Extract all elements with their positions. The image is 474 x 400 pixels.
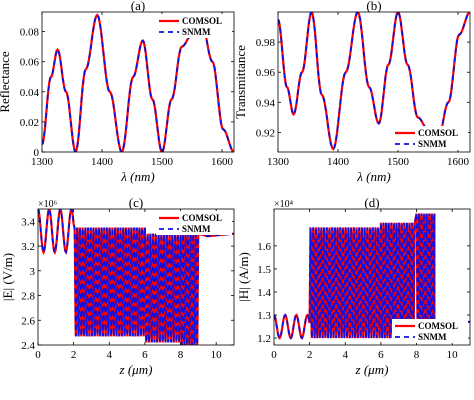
x-tick-label: 6	[142, 349, 148, 361]
x-tick-label: 1500	[387, 156, 410, 168]
y-tick-label: 0.94	[256, 97, 276, 109]
legend-box	[156, 14, 232, 38]
legend-snmm-label: SNMM	[182, 224, 211, 234]
x-tick-label: 10	[211, 349, 223, 361]
panel-title: (d)	[364, 195, 379, 210]
y-tick-label: 1.5	[257, 264, 271, 276]
legend-comsol-label: COMSOL	[418, 321, 458, 331]
x-tick-label: 1400	[91, 156, 114, 168]
x-tick-label: 6	[378, 349, 384, 361]
legend-box	[392, 126, 468, 150]
panel-2: 0 2 4 6 8 10 2.4 2.6 2.8 3 3.2 3.4 (c) z (μm) |E| (V/m…	[0, 195, 235, 377]
x-tick-label: 0	[271, 349, 277, 361]
x-tick-label: 1400	[327, 156, 350, 168]
x-tick-label: 1500	[151, 156, 174, 168]
y-tick-label: 1.6	[257, 241, 271, 253]
legend-box	[156, 211, 232, 235]
y-tick-label: 0.98	[256, 37, 276, 49]
legend-snmm-label: SNMM	[418, 332, 447, 342]
x-tick-label: 4	[343, 349, 349, 361]
x-tick-label: 1300	[267, 156, 290, 168]
y-tick-label: 0.02	[20, 117, 39, 129]
y-tick-label: 3.2	[21, 241, 35, 253]
legend-comsol-label: COMSOL	[182, 213, 222, 223]
x-axis-label: z (μm)	[119, 362, 153, 377]
x-tick-label: 2	[307, 349, 313, 361]
y-axis-label: |E| (V/m)	[0, 253, 15, 301]
y-axis-label: |H| (A/m)	[236, 252, 251, 302]
x-axis-label: λ (nm)	[356, 169, 390, 184]
y-tick-label: 0.08	[20, 27, 40, 39]
y-tick-label: 2.4	[21, 340, 35, 352]
panel-title: (c)	[129, 195, 143, 210]
x-tick-label: 8	[178, 349, 184, 361]
x-axis-label: z (μm)	[355, 362, 389, 377]
panel-title: (a)	[131, 0, 145, 13]
axes-frame	[37, 208, 235, 346]
y-tick-label: 1.4	[257, 287, 271, 299]
y-tick-label: 0.04	[20, 87, 40, 99]
y-tick-label: 1.2	[257, 333, 271, 345]
y-tick-label: 3.4	[21, 216, 35, 228]
panel-title: (b)	[366, 0, 381, 13]
x-tick-label: 1300	[31, 156, 54, 168]
legend-comsol-label: COMSOL	[418, 128, 458, 138]
series-group	[38, 209, 234, 345]
x-tick-label: 10	[447, 349, 459, 361]
axes-frame	[277, 11, 471, 153]
y-axis-label: Transmittance	[233, 45, 248, 119]
legend-comsol-label: COMSOL	[182, 16, 222, 26]
x-tick-label: 0	[35, 349, 41, 361]
axis-multiplier: ×10⁶	[38, 199, 58, 210]
x-tick-label: 2	[71, 349, 77, 361]
y-tick-label: 2.8	[21, 291, 35, 303]
x-tick-label: 4	[107, 349, 113, 361]
y-tick-label: 2.6	[21, 315, 35, 327]
x-tick-label: 1600	[211, 156, 234, 168]
y-tick-label: 0.92	[256, 127, 275, 139]
y-tick-label: 3	[30, 266, 36, 278]
legend-snmm-label: SNMM	[182, 27, 211, 37]
panel-3: 0 2 4 6 8 10 1.2 1.3 1.4 1.5 1.6 (d) z (μm) |H| (A/m)…	[236, 195, 471, 377]
axis-multiplier: ×10⁴	[274, 199, 294, 210]
y-tick-label: 0	[34, 147, 40, 159]
axes-frame	[273, 208, 471, 346]
x-tick-label: 1600	[447, 156, 470, 168]
y-axis-label: Reflectance	[0, 51, 12, 113]
y-tick-label: 1.3	[257, 310, 271, 322]
x-tick-label: 8	[414, 349, 420, 361]
axes-frame	[41, 11, 235, 153]
panel-1: 1300 1400 1500 1600 0.92 0.94 0.96 0.98 (b) λ (nm…	[233, 0, 471, 184]
x-axis-label: λ (nm)	[120, 169, 154, 184]
legend-snmm-label: SNMM	[418, 139, 447, 149]
series-group	[274, 213, 470, 340]
series-snmm-line	[38, 209, 234, 345]
series-snmm-line	[274, 213, 470, 340]
panel-0: 1300 1400 1500 1600 0 0.02 0.04 0.06 0.08 (a) λ (n…	[0, 0, 235, 184]
legend-box	[392, 319, 468, 343]
y-tick-label: 0.06	[20, 57, 40, 69]
y-tick-label: 0.96	[256, 67, 276, 79]
